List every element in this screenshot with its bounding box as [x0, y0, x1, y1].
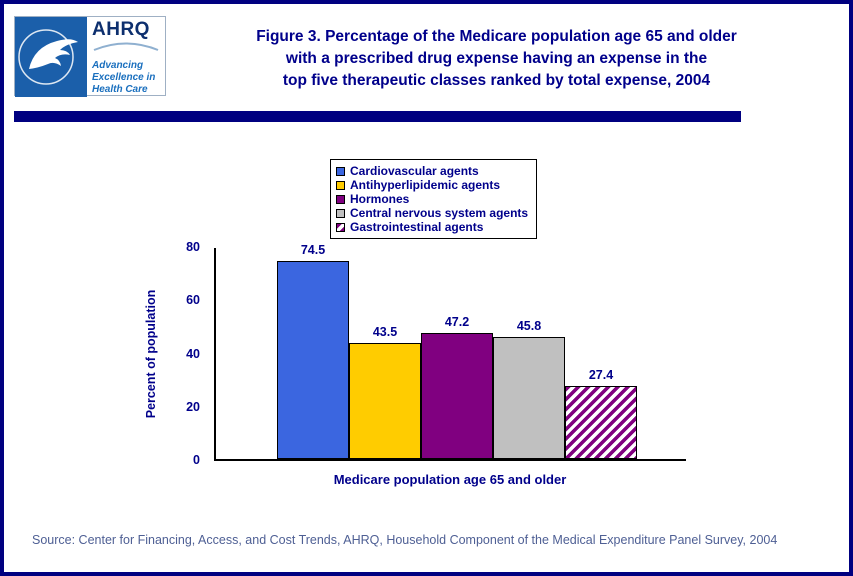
bar-0 [277, 261, 349, 459]
tagline-line: Health Care [92, 84, 148, 95]
legend-label: Antihyperlipidemic agents [350, 178, 501, 192]
ahrq-logo-text: AHRQ Advancing Excellence in Health Care [87, 17, 165, 95]
y-axis-tick-labels: 0 20 40 60 80 [168, 240, 208, 467]
bar-3 [493, 337, 565, 459]
legend-swatch-icon [336, 208, 345, 218]
legend-label: Cardiovascular agents [350, 164, 479, 178]
tagline-line: Excellence in [92, 72, 156, 83]
y-tick-label: 40 [186, 346, 200, 361]
bar-2 [421, 333, 493, 459]
y-tick-label: 60 [186, 293, 200, 308]
legend-label: Hormones [350, 192, 410, 206]
bar-1 [349, 343, 421, 459]
legend-swatch-icon [336, 194, 345, 204]
bar-value-label: 27.4 [588, 368, 614, 382]
legend-item: Cardiovascular agents [336, 164, 528, 178]
figure-title: Figure 3. Percentage of the Medicare pop… [174, 26, 819, 92]
figure-title-line: with a prescribed drug expense having an… [285, 50, 708, 67]
x-axis-title: Medicare population age 65 and older [333, 472, 567, 487]
legend-item: Antihyperlipidemic agents [336, 178, 528, 192]
hhs-eagle-icon [15, 17, 87, 97]
y-tick-label: 0 [193, 453, 200, 467]
bar-value-label: 45.8 [516, 319, 542, 333]
bar-value-label: 74.5 [300, 243, 326, 257]
legend-label: Gastrointestinal agents [350, 220, 484, 234]
divider-bar [14, 111, 741, 122]
legend-label: Central nervous system agents [350, 206, 529, 220]
legend: Cardiovascular agents Antihyperlipidemic … [330, 159, 538, 239]
legend-item: Central nervous system agents [336, 206, 528, 220]
plot-area: 74.5 43.5 47.2 45.8 27.4 [214, 243, 686, 461]
y-tick-label: 20 [186, 399, 200, 414]
figure-title-line: top five therapeutic classes ranked by t… [282, 72, 711, 89]
bar-value-label: 43.5 [372, 325, 398, 339]
y-axis-title: Percent of population [144, 289, 158, 419]
legend-item: Hormones [336, 192, 528, 206]
ahrq-wordmark: AHRQ [92, 19, 150, 40]
ahrq-tagline: Advancing Excellence in Health Care [92, 60, 155, 96]
legend-swatch-icon [336, 222, 345, 232]
swoosh-icon [92, 38, 160, 56]
source-note: Source: Center for Financing, Access, an… [32, 533, 778, 547]
legend-swatch-icon [336, 180, 345, 190]
tagline-line: Advancing [92, 60, 144, 71]
y-tick-label: 80 [186, 240, 200, 254]
legend-item: Gastrointestinal agents [336, 220, 528, 234]
legend-swatch-icon [336, 166, 345, 176]
figure-title-line: Figure 3. Percentage of the Medicare pop… [256, 28, 737, 45]
ahrq-logo: AHRQ Advancing Excellence in Health Care [14, 16, 166, 97]
bar-4 [565, 386, 637, 459]
bar-value-label: 47.2 [444, 315, 470, 329]
